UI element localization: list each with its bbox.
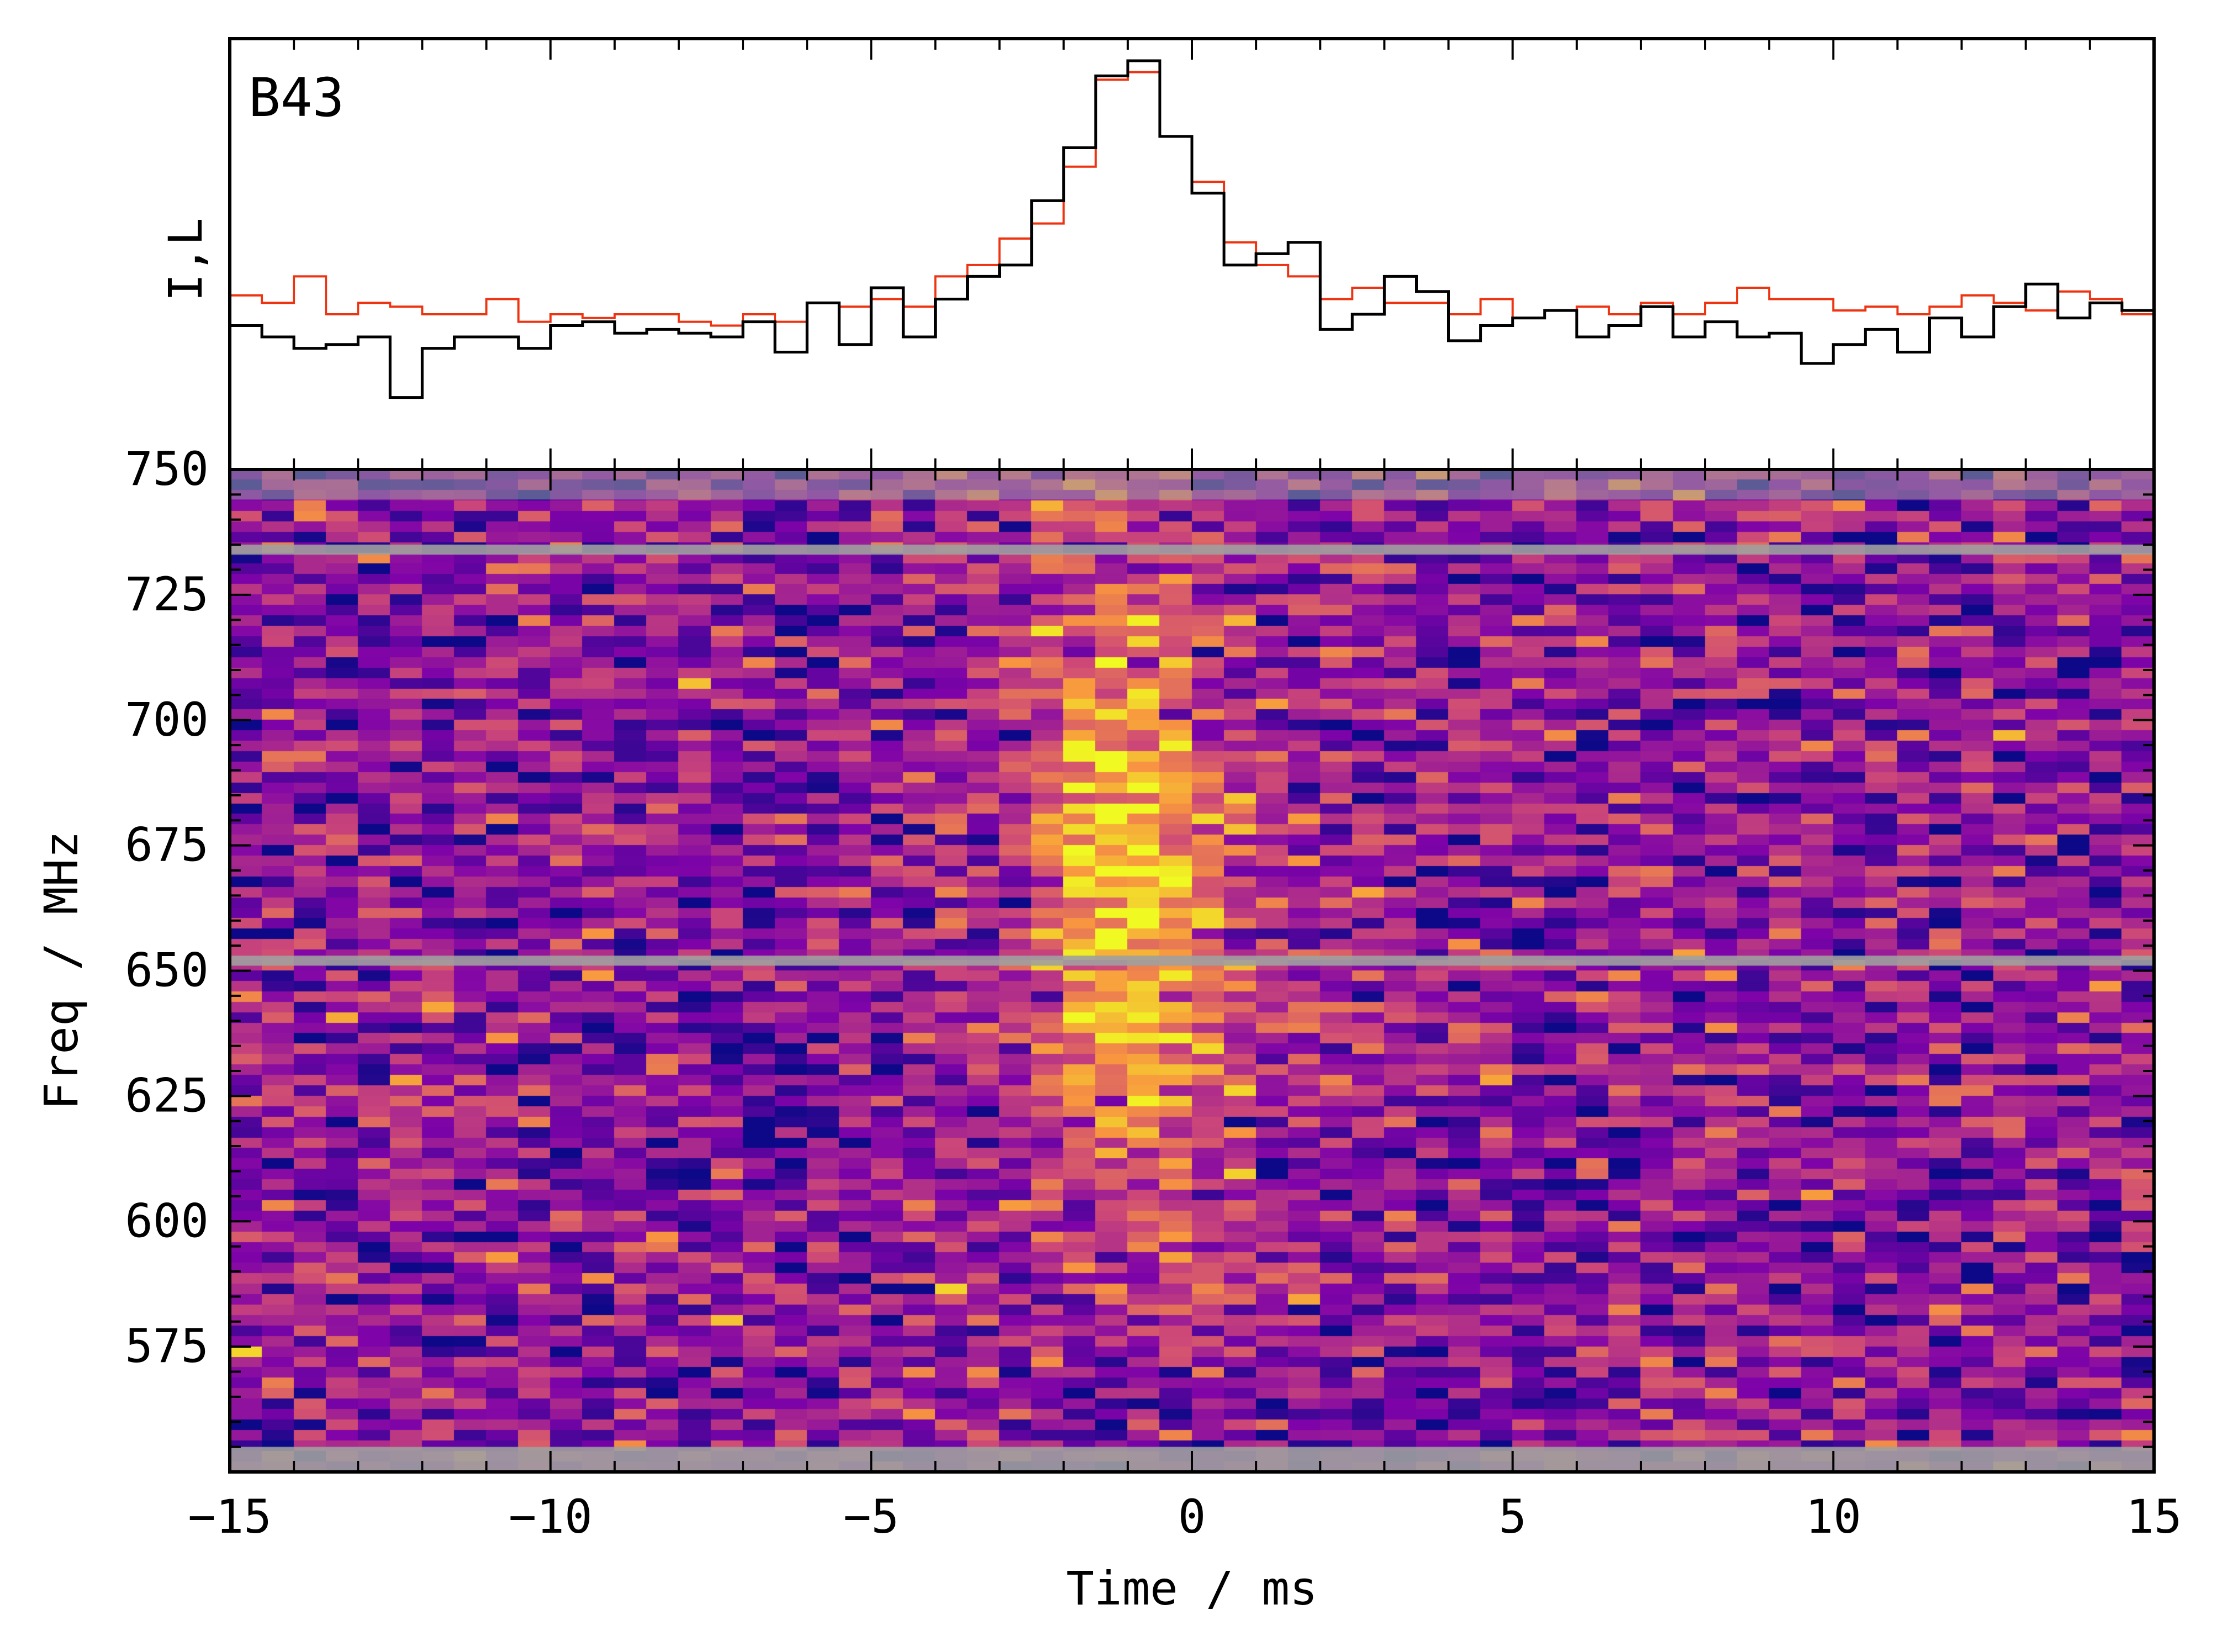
y-axis-label: Freq / MHz [34,831,88,1110]
x-tick-label: 0 [1178,1490,1206,1544]
y-tick-label: 650 [125,943,209,997]
x-tick-labels: −15 −10 −5 0 5 10 15 [188,1490,2182,1544]
dynamic-spectrum-heatmap [230,469,2154,1472]
x-tick-label: 5 [1498,1490,1527,1544]
y-tick-label: 700 [125,693,209,747]
spectrum-frame [228,468,2156,1474]
burst-label: B43 [249,67,344,129]
x-tick-label: −15 [188,1490,272,1544]
profile-panel: B43 I,L [159,37,2156,471]
spectrum-ticks [229,468,2155,1472]
y-tick-label: 625 [125,1068,209,1122]
x-tick-label: 10 [1806,1490,1861,1544]
y-tick-label: 575 [125,1319,209,1373]
y-tick-label: 750 [125,442,209,496]
x-tick-label: −5 [843,1490,899,1544]
profile-line-I [230,59,2154,399]
profile-ylabel: I,L [159,218,213,302]
y-tick-label: 675 [125,818,209,872]
x-tick-label: −10 [509,1490,593,1544]
x-tick-label: 15 [2126,1490,2182,1544]
x-axis-label: Time / ms [1066,1561,1317,1616]
y-tick-label: 725 [125,567,209,621]
profile-ticks [229,39,2155,469]
y-tick-labels: 575 600 625 650 675 700 725 750 [125,442,209,1373]
spectrum-panel: −15 −10 −5 0 5 10 15 575600625650675700725750 … [34,442,2182,1616]
profile-frame [228,37,2156,471]
y-tick-label: 600 [125,1194,209,1248]
profile-line-L [230,71,2154,327]
